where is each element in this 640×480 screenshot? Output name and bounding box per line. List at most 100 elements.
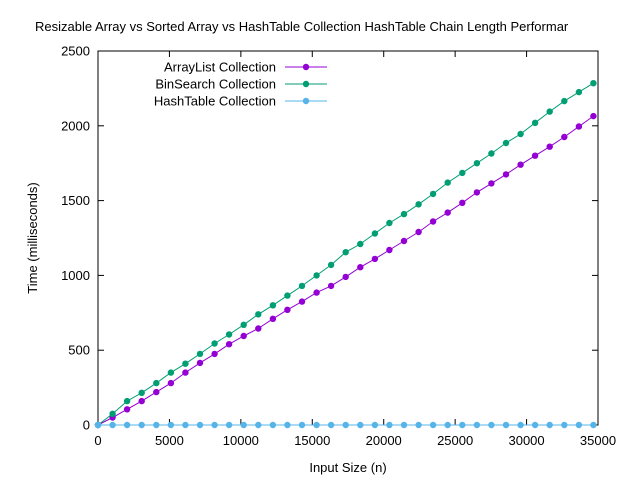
data-point	[211, 340, 218, 347]
y-tick-label: 2500	[61, 44, 90, 59]
chart-title: Resizable Array vs Sorted Array vs HashT…	[35, 19, 569, 34]
data-point	[342, 421, 349, 429]
data-point	[386, 219, 393, 227]
data-point	[313, 289, 320, 296]
data-point	[415, 201, 422, 208]
legend-marker	[302, 80, 310, 88]
data-point	[590, 80, 597, 87]
data-point	[255, 421, 262, 429]
legend-item: BinSearch Collection	[155, 77, 327, 92]
data-point	[284, 306, 291, 313]
x-tick-label: 5000	[155, 433, 184, 448]
data-point	[517, 421, 524, 429]
data-point	[531, 119, 539, 127]
legend-marker	[302, 97, 310, 105]
data-point	[123, 397, 131, 405]
series-2	[94, 80, 597, 429]
data-point	[240, 421, 247, 429]
data-point	[357, 240, 364, 248]
data-point	[138, 389, 145, 396]
data-point	[429, 421, 437, 429]
data-point	[429, 190, 437, 198]
data-point	[386, 246, 393, 254]
data-point	[546, 108, 553, 115]
data-point	[444, 209, 451, 216]
data-point	[575, 123, 583, 130]
data-point	[459, 199, 466, 206]
data-point	[546, 143, 553, 150]
data-point	[269, 315, 277, 322]
data-point	[109, 421, 116, 429]
data-point	[400, 237, 408, 245]
y-axis: 0 500 1000 1500 2000 2500	[61, 44, 598, 433]
legend-item: HashTable Collection	[154, 94, 327, 109]
data-point	[153, 421, 160, 429]
y-axis-label: Time (milliseconds)	[25, 182, 40, 293]
y-tick-label: 1500	[61, 193, 90, 208]
data-point	[517, 130, 524, 138]
data-point	[269, 421, 277, 429]
data-point	[400, 210, 408, 218]
legend-item: ArrayList Collection	[164, 60, 327, 75]
data-point	[488, 150, 495, 157]
data-point	[502, 171, 510, 178]
x-tick-label: 15000	[294, 433, 330, 448]
data-point	[473, 421, 481, 429]
data-point	[153, 388, 160, 396]
data-point	[240, 321, 247, 328]
data-point	[182, 369, 189, 376]
y-tick-label: 1000	[61, 268, 90, 283]
series-3	[94, 421, 597, 429]
data-point	[371, 421, 379, 429]
data-point	[400, 421, 408, 429]
series-1	[94, 112, 597, 429]
data-point	[546, 421, 553, 429]
data-point	[182, 360, 189, 367]
data-point	[590, 112, 597, 120]
data-point	[167, 369, 175, 376]
x-tick-label: 0	[94, 433, 101, 448]
data-point	[196, 421, 204, 429]
x-axis-label: Input Size (n)	[309, 460, 386, 475]
x-axis: 0 5000 10000 15000 20000 25000 30000 35000	[94, 51, 616, 448]
data-point	[502, 139, 510, 147]
data-point	[444, 179, 451, 186]
x-tick-label: 30000	[508, 433, 544, 448]
data-point	[167, 379, 175, 387]
data-point	[502, 421, 510, 429]
data-point	[196, 359, 204, 367]
x-tick-label: 25000	[437, 433, 473, 448]
data-point	[488, 421, 495, 429]
data-point	[429, 218, 437, 225]
legend-label: HashTable Collection	[154, 94, 276, 109]
data-point	[138, 421, 145, 429]
data-point	[196, 350, 204, 358]
data-point	[211, 350, 218, 358]
data-point	[109, 410, 116, 417]
legend-label: BinSearch Collection	[155, 77, 276, 92]
data-point	[488, 180, 495, 187]
y-tick-label: 0	[83, 418, 90, 433]
data-point	[255, 325, 262, 332]
data-point	[575, 421, 583, 429]
data-point	[313, 272, 320, 279]
data-point	[298, 298, 306, 305]
data-point	[240, 332, 247, 340]
data-point	[284, 421, 291, 429]
data-point	[561, 97, 568, 105]
data-point	[561, 421, 568, 429]
data-point	[415, 421, 422, 429]
x-tick-label: 10000	[223, 433, 259, 448]
y-tick-label: 2000	[61, 118, 90, 133]
data-point	[138, 397, 145, 405]
data-point	[459, 421, 466, 429]
data-point	[225, 331, 233, 338]
data-point	[269, 302, 277, 309]
data-point	[313, 421, 320, 429]
data-point	[342, 249, 349, 256]
legend: ArrayList Collection BinSearch Collection…	[154, 60, 327, 109]
data-point	[590, 421, 597, 429]
data-point	[211, 421, 218, 429]
data-point	[153, 379, 160, 387]
